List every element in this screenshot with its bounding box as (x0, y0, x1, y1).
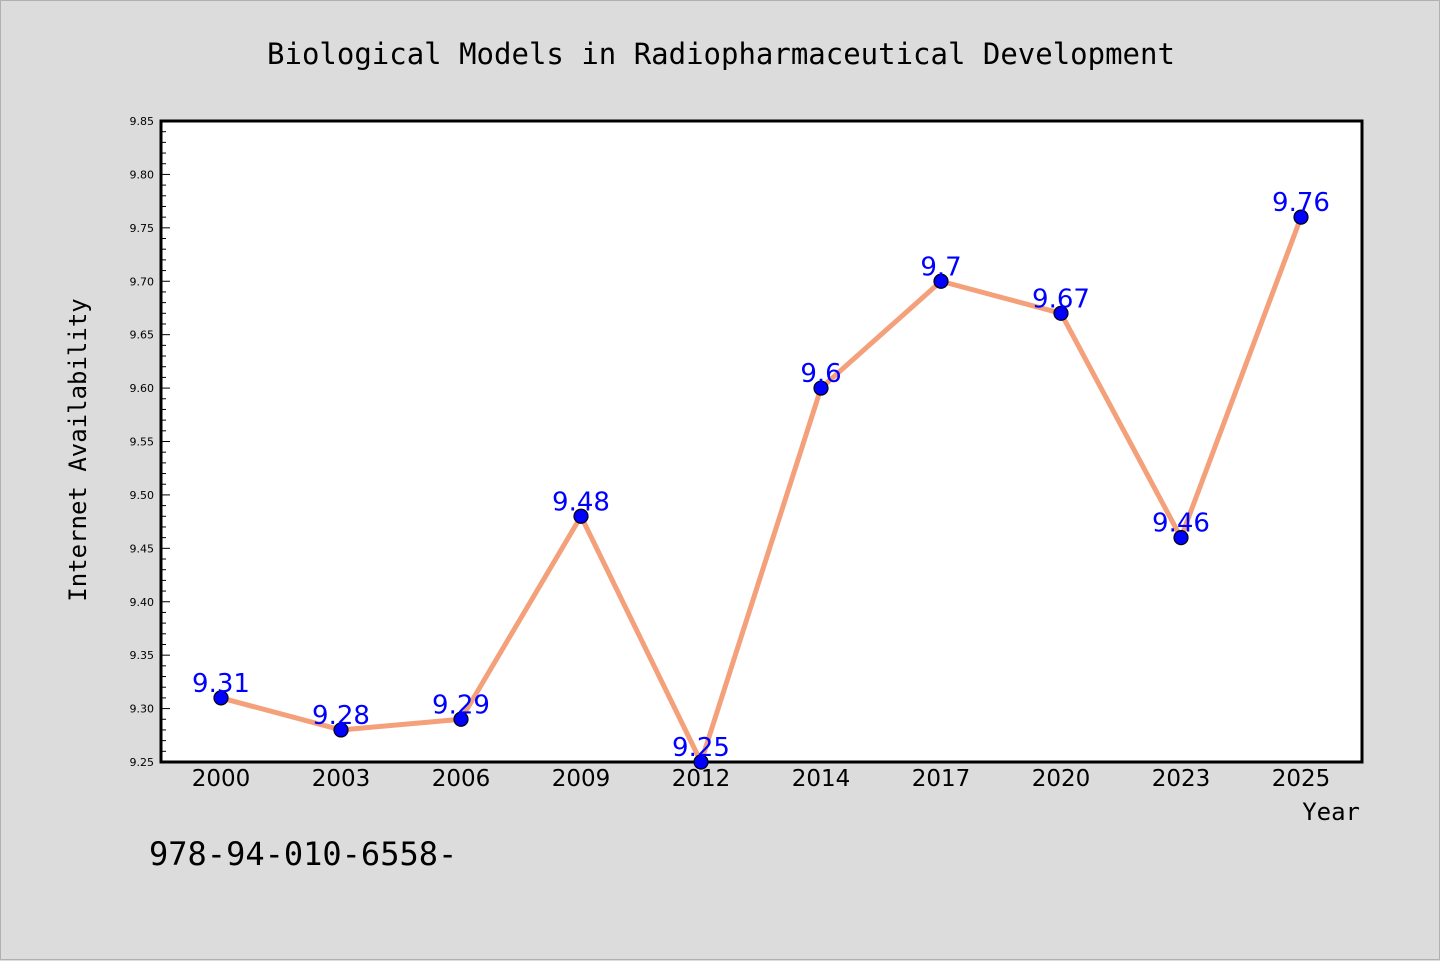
data-point (933, 273, 949, 289)
data-point (333, 722, 349, 738)
x-axis-tick-labels: 2000 2003 2006 2009 2012 2014 2017 2020 2023 2025 (192, 766, 1331, 792)
y-tick-label: 9.30 (130, 703, 155, 716)
x-tick-label: 2017 (912, 766, 971, 792)
data-label: 9.28 (312, 701, 370, 731)
x-tick-label: 2003 (312, 766, 371, 792)
data-labels: 9.31 9.28 9.29 9.48 9.25 9.6 9.7 9.67 9.46 9.76 (192, 188, 1330, 763)
x-tick-label: 2012 (672, 766, 731, 792)
data-label: 9.48 (552, 487, 610, 517)
y-axis-label: Internet Availability (64, 298, 92, 601)
data-point (693, 754, 709, 770)
data-point (1053, 305, 1069, 321)
data-point (213, 690, 229, 706)
x-tick-label: 2006 (432, 766, 491, 792)
y-tick-label: 9.55 (130, 436, 155, 449)
plot-area (159, 119, 1364, 764)
data-label: 9.31 (192, 669, 250, 699)
x-tick-label: 2014 (792, 766, 851, 792)
data-point (453, 711, 469, 727)
x-tick-label: 2000 (192, 766, 251, 792)
y-tick-label: 9.50 (130, 489, 155, 502)
footnote-text: 978-94-010-6558- (149, 835, 457, 873)
y-tick-label: 9.35 (130, 649, 155, 662)
x-tick-label: 2023 (1152, 766, 1211, 792)
x-tick-label: 2020 (1032, 766, 1091, 792)
data-point (813, 380, 829, 396)
x-axis-label: Year (1302, 798, 1360, 826)
y-tick-label: 9.45 (130, 542, 155, 555)
y-tick-label: 9.80 (130, 168, 155, 181)
y-tick-label: 9.65 (130, 329, 155, 342)
data-label: 9.67 (1032, 284, 1090, 314)
series-layer (213, 209, 1309, 770)
data-point (1173, 530, 1189, 546)
y-tick-label: 9.40 (130, 596, 155, 609)
x-tick-label: 2009 (552, 766, 611, 792)
data-label: 9.76 (1272, 188, 1330, 218)
data-label: 9.6 (800, 359, 841, 389)
data-label: 9.29 (432, 690, 490, 720)
y-tick-label: 9.85 (130, 115, 155, 128)
data-label: 9.25 (672, 733, 730, 763)
chart-title: Biological Models in Radiopharmaceutical… (267, 37, 1175, 71)
series-line (220, 216, 1304, 765)
y-axis-tick-labels: 9.25 9.30 9.35 9.40 9.45 9.50 9.55 9.60 9.65 9.70… (130, 115, 155, 769)
data-label: 9.7 (920, 252, 961, 282)
y-axis-ticks (161, 120, 170, 763)
y-tick-label: 9.75 (130, 222, 155, 235)
data-point (1293, 209, 1309, 225)
y-tick-label: 9.70 (130, 275, 155, 288)
x-tick-label: 2025 (1272, 766, 1331, 792)
data-point (573, 508, 589, 524)
y-tick-label: 9.25 (130, 756, 155, 769)
y-tick-label: 9.60 (130, 382, 155, 395)
data-label: 9.46 (1152, 509, 1210, 539)
